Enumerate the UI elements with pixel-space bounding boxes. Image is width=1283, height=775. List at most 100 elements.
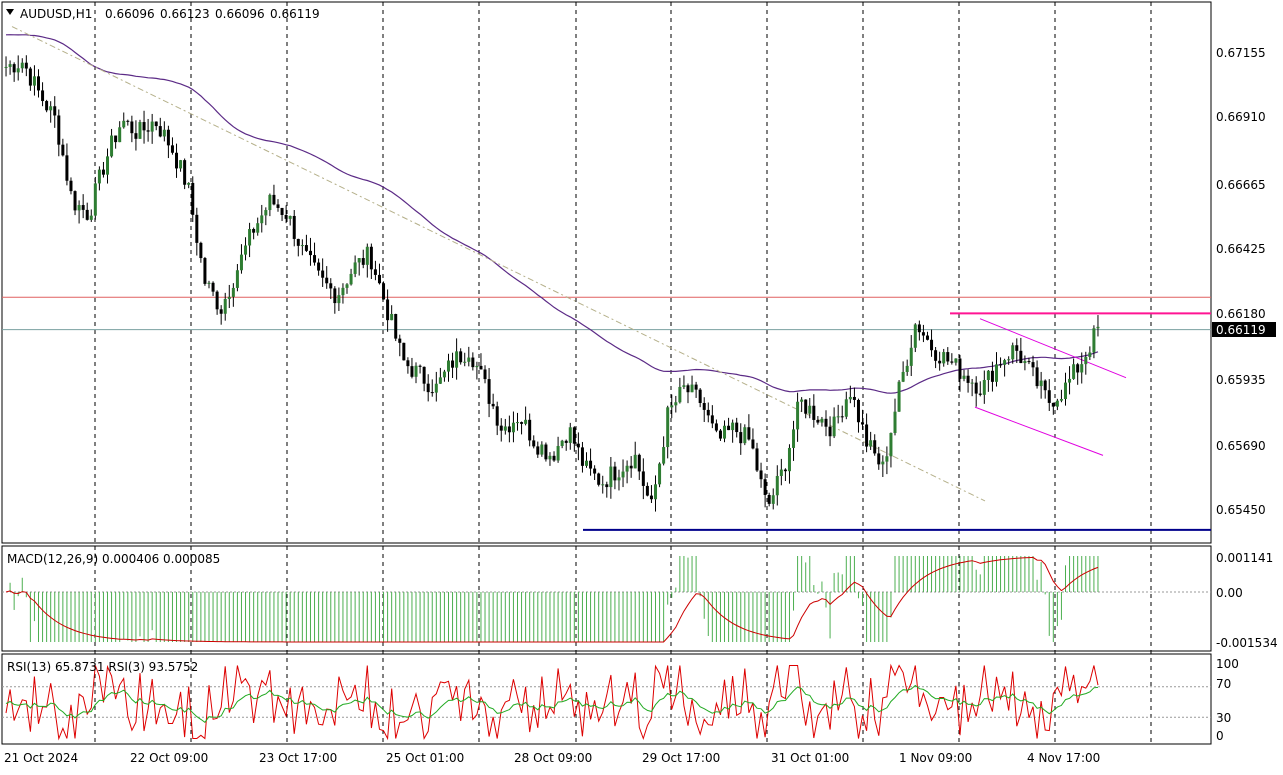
bull-candle: [982, 379, 986, 395]
bear-candle: [451, 360, 455, 368]
bull-candle: [775, 475, 779, 496]
bear-candle: [28, 68, 32, 86]
bear-candle: [191, 182, 195, 215]
bear-candle: [812, 405, 816, 420]
bull-candle: [248, 229, 252, 246]
bull-candle: [731, 422, 735, 431]
macd-signal-line: [5, 556, 1099, 643]
price-tick: 0.66910: [1216, 110, 1266, 124]
bear-candle: [1015, 345, 1019, 351]
bull-candle: [349, 273, 353, 285]
moving-average-line[interactable]: [5, 34, 1099, 394]
bear-candle: [126, 120, 130, 122]
bull-candle: [122, 120, 126, 128]
downtrend-line[interactable]: [11, 26, 986, 502]
bear-candle: [183, 160, 187, 185]
bull-candle: [118, 127, 122, 143]
bear-candle: [544, 444, 548, 460]
bear-candle: [747, 427, 751, 440]
bull-candle: [260, 215, 264, 224]
bull-candle: [848, 396, 852, 400]
bull-candle: [540, 444, 544, 455]
bear-candle: [974, 382, 978, 394]
bear-candle: [637, 454, 641, 472]
channel-lower-line[interactable]: [974, 406, 1104, 456]
time-tick: 4 Nov 17:00: [1027, 751, 1100, 765]
bear-candle: [1031, 362, 1035, 368]
price-axis[interactable]: 0.67155 0.66910 0.66665 0.66425 0.66180 …: [1212, 46, 1276, 517]
bull-candle: [787, 447, 791, 472]
bull-candle: [515, 422, 519, 424]
bull-candle: [970, 382, 974, 384]
bull-candle: [560, 440, 564, 446]
bull-candle: [585, 460, 589, 466]
channel-upper-line[interactable]: [979, 318, 1127, 379]
bull-candle: [524, 419, 528, 424]
bull-candle: [138, 122, 142, 139]
bear-candle: [215, 291, 219, 310]
current-price-tag: [1212, 322, 1276, 337]
bull-candle: [1007, 359, 1011, 361]
dropdown-triangle-icon[interactable]: [6, 9, 14, 15]
bull-candle: [1096, 326, 1100, 329]
bull-candle: [390, 313, 394, 321]
bear-candle: [938, 360, 942, 364]
bull-candle: [901, 371, 905, 382]
bear-candle: [816, 419, 820, 423]
bull-candle: [1055, 400, 1059, 407]
bear-candle: [921, 332, 925, 336]
bull-candle: [633, 454, 637, 469]
bear-candle: [1027, 361, 1031, 363]
bear-candle: [828, 426, 832, 437]
bear-candle: [325, 277, 329, 284]
bear-candle: [873, 440, 877, 454]
price-tick: 0.66425: [1216, 242, 1266, 256]
bear-candle: [130, 121, 134, 134]
bull-candle: [796, 401, 800, 430]
bull-candle: [1023, 361, 1027, 364]
bull-candle: [239, 254, 243, 271]
bull-candle: [905, 365, 909, 372]
macd-axis: 0.001141 0.00 -0.001534: [1216, 551, 1278, 650]
bear-candle: [195, 214, 199, 243]
time-axis[interactable]: 21 Oct 2024 22 Oct 09:00 23 Oct 17:00 25…: [4, 751, 1100, 765]
bull-candle: [897, 381, 901, 412]
bull-candle: [601, 484, 605, 486]
bull-candle: [625, 465, 629, 472]
bear-candle: [946, 352, 950, 362]
bear-candle: [605, 484, 609, 488]
bull-candle: [881, 461, 885, 465]
bull-candle: [1088, 352, 1092, 357]
bull-candle: [662, 447, 666, 464]
bull-candle: [438, 377, 442, 384]
bull-candle: [893, 411, 897, 433]
bear-candle: [199, 242, 203, 259]
main-chart-panel[interactable]: [1, 1, 1212, 544]
bear-candle: [85, 209, 89, 220]
bull-candle: [1084, 356, 1088, 365]
bear-candle: [426, 383, 430, 393]
bear-candle: [856, 399, 860, 423]
bull-candle: [300, 245, 304, 247]
bull-candle: [268, 194, 272, 211]
bear-candle: [925, 335, 929, 340]
rsi-fast-line: [5, 663, 1099, 741]
bear-candle: [41, 90, 45, 102]
bull-candle: [962, 375, 966, 379]
bull-candle: [475, 365, 479, 368]
bear-candle: [597, 473, 601, 485]
bear-candle: [333, 288, 337, 304]
time-tick: 25 Oct 01:00: [386, 751, 464, 765]
bear-candle: [958, 358, 962, 379]
bear-candle: [491, 403, 495, 407]
bull-candle: [353, 262, 357, 274]
bull-candle: [97, 169, 101, 184]
bear-candle: [487, 379, 491, 404]
macd-axis-tick: 0.001141: [1216, 551, 1273, 565]
bull-candle: [723, 425, 727, 439]
bear-candle: [532, 440, 536, 447]
bull-candle: [678, 386, 682, 403]
time-tick: 28 Oct 09:00: [514, 751, 592, 765]
bear-candle: [1019, 350, 1023, 364]
